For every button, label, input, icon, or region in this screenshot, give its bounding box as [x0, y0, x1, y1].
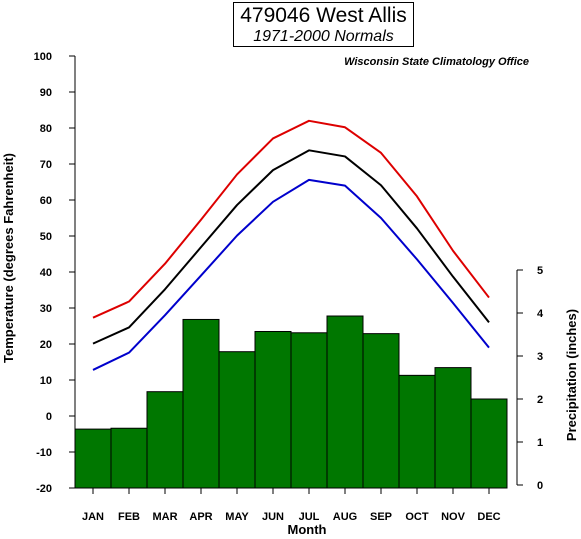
month-label-nov: NOV: [441, 511, 466, 523]
month-label-oct: OCT: [405, 511, 429, 523]
temperature-tick-label: 0: [46, 411, 52, 423]
temperature-tick-label: 80: [40, 123, 52, 135]
temperature-line-3: [92, 178, 490, 371]
precipitation-tick-label: 1: [537, 437, 543, 449]
precip-bar-jul: [290, 332, 328, 489]
temperature-tick-label: -20: [36, 483, 52, 495]
precip-bar-apr: [182, 318, 220, 489]
month-label-jul: JUL: [299, 511, 320, 523]
precipitation-tick-label: 3: [537, 351, 543, 363]
temperature-tick-label: 60: [40, 195, 52, 207]
month-label-sep: SEP: [370, 511, 392, 523]
month-label-jan: JAN: [82, 511, 104, 523]
precip-bar-dec: [470, 398, 508, 489]
month-label-dec: DEC: [477, 511, 500, 523]
precip-bar-may: [218, 351, 256, 489]
precip-bar-oct: [398, 374, 436, 489]
month-label-apr: APR: [189, 511, 212, 523]
temperature-tick-label: 50: [40, 231, 52, 243]
temperature-axis-title: Temperature (degrees Fahrenheit): [1, 153, 16, 363]
x-axis-title: Month: [288, 522, 327, 537]
precip-bar-mar: [146, 391, 184, 489]
temperature-line-2: [92, 149, 490, 345]
precip-bar-feb: [110, 427, 148, 489]
precipitation-tick-label: 4: [537, 308, 544, 320]
precipitation-tick-label: 2: [537, 394, 543, 406]
month-label-aug: AUG: [333, 511, 357, 523]
month-label-mar: MAR: [152, 511, 177, 523]
temperature-tick-label: 10: [40, 375, 52, 387]
temperature-tick-label: 100: [34, 51, 52, 63]
temperature-tick-label: 20: [40, 339, 52, 351]
precip-bar-aug: [326, 315, 364, 489]
temperature-tick-label: 30: [40, 303, 52, 315]
chart-title-box: 479046 West Allis 1971-2000 Normals: [233, 2, 414, 47]
precip-bar-jan: [74, 428, 112, 489]
month-label-feb: FEB: [118, 511, 140, 523]
precip-bar-jun: [254, 330, 292, 489]
precip-bar-nov: [434, 367, 472, 489]
temperature-tick-label: 40: [40, 267, 52, 279]
precip-bar-sep: [362, 333, 400, 489]
precipitation-axis-title: Precipitation (inches): [564, 309, 579, 441]
chart-title: 479046 West Allis: [240, 4, 407, 27]
chart-subtitle: 1971-2000 Normals: [253, 28, 394, 45]
month-label-jun: JUN: [262, 511, 284, 523]
temperature-tick-label: 70: [40, 159, 52, 171]
precipitation-tick-label: 5: [537, 265, 543, 277]
source-note: Wisconsin State Climatology Office: [344, 56, 529, 68]
precipitation-tick-label: 0: [537, 480, 543, 492]
temperature-tick-label: 90: [40, 87, 52, 99]
month-label-may: MAY: [225, 511, 249, 523]
temperature-tick-label: -10: [36, 447, 52, 459]
temperature-line-1: [92, 119, 490, 319]
